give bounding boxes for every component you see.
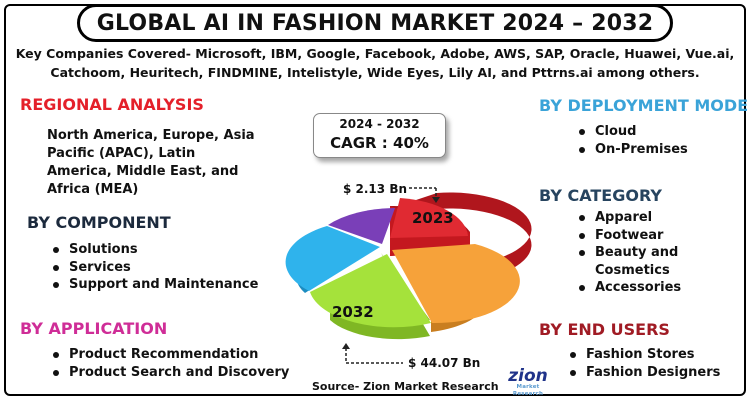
zion-logo: zion Market Research [505,368,551,398]
list-item: Product Recommendation [50,346,289,364]
cagr-years: 2024 - 2032 [339,117,420,131]
by-category-heading: BY CATEGORY [539,186,662,205]
source-text: Source- Zion Market Research [312,380,499,393]
by-end-users-heading: BY END USERS [539,320,670,339]
slice-orange [392,244,520,324]
list-item: Solutions [50,241,258,259]
list-item: Support and Maintenance [50,276,258,294]
list-item: Product Search and Discovery [50,364,289,382]
deployment-list: Cloud On-Premises [576,123,688,158]
list-item: Cosmetics [595,262,670,278]
value-2032-label: $ 44.07 Bn [408,356,480,370]
application-list: Product Recommendation Product Search an… [50,346,289,381]
value-2023-label: $ 2.13 Bn [343,182,407,196]
key-companies-text: Key Companies Covered- Microsoft, IBM, G… [15,46,735,80]
by-deployment-mode-heading: BY DEPLOYMENT MODE [539,96,749,115]
list-item: Footwear [576,227,681,245]
year-2023-label: 2023 [412,209,454,227]
category-list: Apparel Footwear Beauty and Cosmetics Ac… [576,209,681,297]
by-component-heading: BY COMPONENT [27,213,171,232]
slice-blue [285,226,380,291]
year-2032-label: 2032 [332,303,374,321]
list-item: Services [50,259,258,277]
slice-green [310,254,431,328]
slice-red-side [392,192,532,281]
by-application-heading: BY APPLICATION [20,319,168,338]
list-item: On-Premises [576,141,688,159]
logo-subtitle: Market Research [512,384,544,397]
list-item: Fashion Stores [567,346,720,364]
page-title: GLOBAL AI IN FASHION MARKET 2024 – 2032 [77,4,673,42]
cagr-value: CAGR : 40% [330,134,429,152]
regional-analysis-heading: REGIONAL ANALYSIS [20,95,204,114]
end-users-list: Fashion Stores Fashion Designers [567,346,720,381]
list-item: Accessories [576,279,681,297]
list-item: Cloud [576,123,688,141]
list-item: Beauty and [576,244,681,262]
callout-arrow-2023 [432,197,440,203]
slice-red [390,198,468,238]
cagr-box: 2024 - 2032 CAGR : 40% [313,113,446,158]
logo-word: zion [508,366,548,386]
slice-purple [328,208,395,244]
regional-analysis-text: North America, Europe, Asia Pacific (APA… [47,128,255,197]
component-list: Solutions Services Support and Maintenan… [50,241,258,294]
list-item: Fashion Designers [567,364,720,382]
list-item: Apparel [576,209,681,227]
callout-arrow-2032 [342,343,350,349]
